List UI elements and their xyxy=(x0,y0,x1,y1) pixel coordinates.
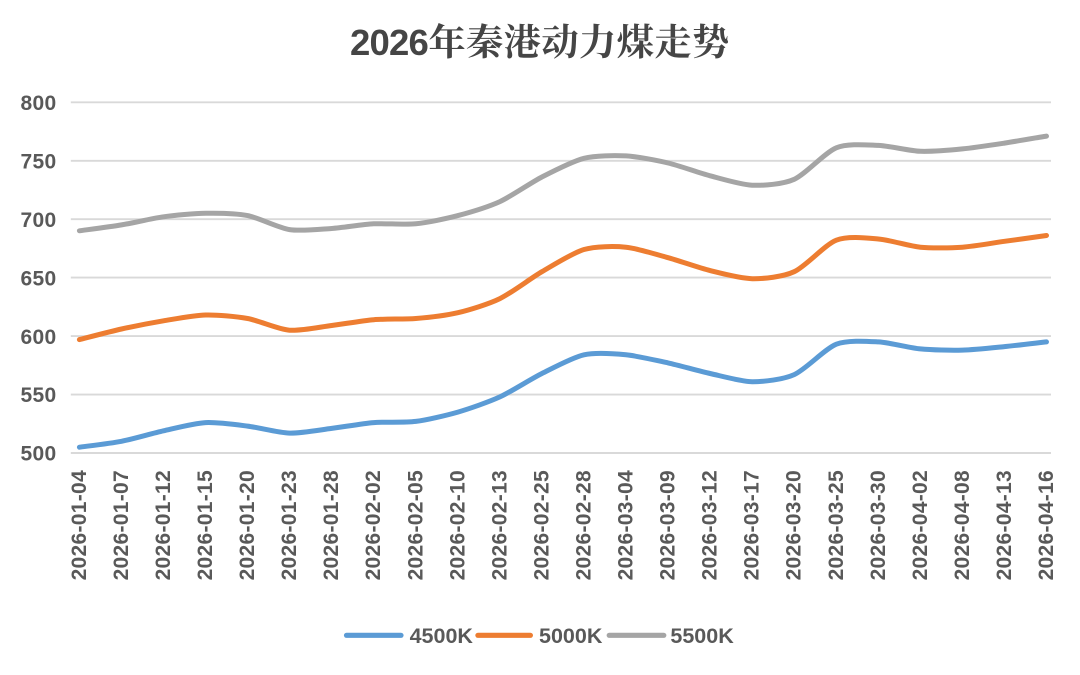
svg-text:2026-01-07: 2026-01-07 xyxy=(110,470,133,580)
svg-text:2026-03-17: 2026-03-17 xyxy=(741,470,764,580)
svg-text:5500K: 5500K xyxy=(670,624,734,648)
svg-text:2026-01-20: 2026-01-20 xyxy=(236,470,259,580)
svg-text:2026-01-15: 2026-01-15 xyxy=(194,470,217,580)
svg-text:2026-01-28: 2026-01-28 xyxy=(320,470,343,580)
svg-text:4500K: 4500K xyxy=(410,624,474,648)
svg-text:2026-02-13: 2026-02-13 xyxy=(488,470,511,580)
svg-text:5000K: 5000K xyxy=(539,624,603,648)
svg-text:800: 800 xyxy=(21,92,57,115)
svg-text:2026-03-09: 2026-03-09 xyxy=(657,470,680,580)
svg-text:2026-04-08: 2026-04-08 xyxy=(951,470,974,580)
svg-text:2026-02-10: 2026-02-10 xyxy=(446,470,469,580)
svg-text:600: 600 xyxy=(21,326,57,349)
svg-text:2026-04-13: 2026-04-13 xyxy=(993,470,1016,580)
svg-text:2026-01-12: 2026-01-12 xyxy=(152,470,175,580)
svg-text:500: 500 xyxy=(21,443,57,466)
svg-text:2026-02-05: 2026-02-05 xyxy=(404,470,427,580)
svg-text:550: 550 xyxy=(21,384,57,407)
svg-text:2026: 2026 xyxy=(350,22,428,63)
svg-text:2026-03-20: 2026-03-20 xyxy=(783,470,806,580)
svg-text:650: 650 xyxy=(21,267,57,290)
svg-text:2026-04-16: 2026-04-16 xyxy=(1035,470,1058,580)
svg-text:2026-02-02: 2026-02-02 xyxy=(362,470,385,580)
svg-text:2026-03-30: 2026-03-30 xyxy=(867,470,890,580)
svg-text:2026-02-25: 2026-02-25 xyxy=(530,470,553,580)
svg-text:2026-01-04: 2026-01-04 xyxy=(68,470,91,580)
svg-text:2026-03-12: 2026-03-12 xyxy=(699,470,722,580)
svg-text:750: 750 xyxy=(21,150,57,173)
svg-text:2026-03-04: 2026-03-04 xyxy=(615,470,638,580)
svg-text:2026-02-28: 2026-02-28 xyxy=(573,470,596,580)
svg-text:2026-03-25: 2026-03-25 xyxy=(825,470,848,580)
svg-text:2026-01-23: 2026-01-23 xyxy=(278,470,301,580)
svg-text:700: 700 xyxy=(21,209,57,232)
svg-text:2026-04-02: 2026-04-02 xyxy=(909,470,932,580)
